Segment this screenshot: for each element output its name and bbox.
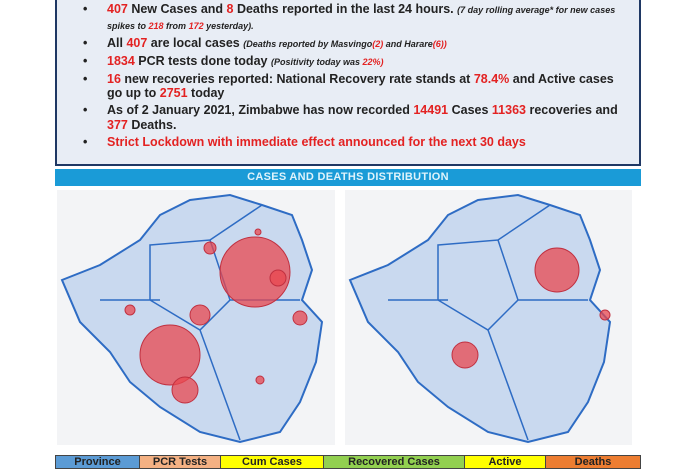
deaths-map	[345, 190, 632, 445]
case-marker	[254, 228, 262, 236]
case-marker	[269, 269, 287, 287]
section-title: CASES AND DEATHS DISTRIBUTION	[55, 169, 641, 186]
header-active: Active	[465, 456, 546, 468]
header-cum-cases: Cum Cases	[221, 456, 324, 468]
header-deaths: Deaths	[546, 456, 640, 468]
bullet-lockdown: Strict Lockdown with immediate effect an…	[83, 135, 639, 150]
summary-panel: 407 New Cases and 8 Deaths reported in t…	[55, 0, 641, 166]
death-marker	[599, 309, 611, 321]
case-marker	[292, 310, 308, 326]
death-marker-bulawayo	[451, 341, 479, 369]
case-marker-harare	[219, 236, 291, 308]
case-marker	[255, 375, 265, 385]
bullet-recoveries: 16 new recoveries reported: National Rec…	[83, 72, 639, 101]
header-pcr-tests: PCR Tests	[140, 456, 221, 468]
case-marker	[203, 241, 217, 255]
province-table-header: Province PCR Tests Cum Cases Recovered C…	[55, 455, 641, 469]
case-marker-bulawayo	[139, 324, 201, 386]
zimbabwe-outline	[348, 193, 612, 444]
cases-map	[57, 190, 335, 445]
bullet-local-cases: All 407 are local cases (Deaths reported…	[83, 36, 639, 52]
bullet-new-cases: 407 New Cases and 8 Deaths reported in t…	[83, 2, 639, 33]
case-marker	[171, 376, 199, 404]
case-marker	[124, 304, 136, 316]
bullet-totals: As of 2 January 2021, Zimbabwe has now r…	[83, 103, 639, 132]
header-recovered: Recovered Cases	[324, 456, 465, 468]
death-marker-harare	[534, 247, 580, 293]
case-marker	[189, 304, 211, 326]
header-province: Province	[56, 456, 140, 468]
bullet-pcr-tests: 1834 PCR tests done today (Positivity to…	[83, 54, 639, 70]
